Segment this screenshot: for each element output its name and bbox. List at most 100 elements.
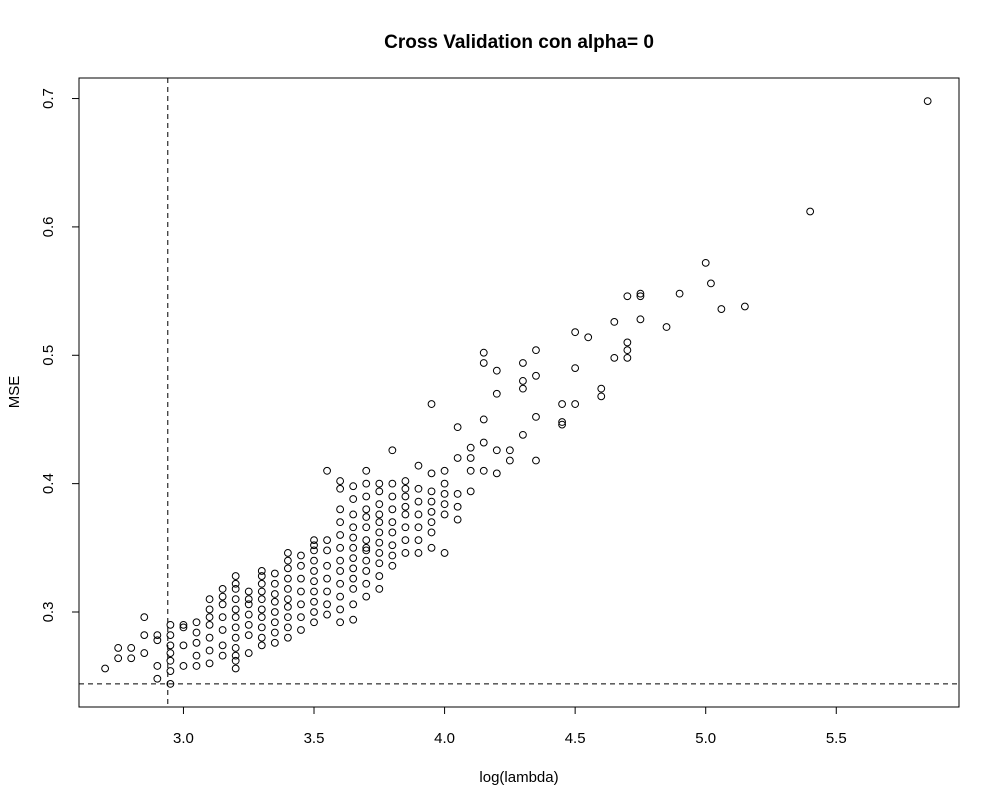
y-tick-label: 0.3: [40, 602, 57, 623]
data-point: [166, 641, 175, 650]
data-point: [479, 438, 488, 447]
data-point: [297, 626, 305, 634]
data-point: [231, 585, 240, 593]
data-point: [166, 620, 175, 629]
data-point: [584, 333, 593, 342]
data-point: [388, 505, 397, 514]
data-point: [427, 400, 436, 408]
data-point: [466, 487, 475, 496]
y-tick-label: 0.7: [40, 88, 57, 109]
data-point: [466, 466, 475, 475]
data-point: [231, 651, 240, 660]
data-point: [166, 679, 175, 688]
data-point: [166, 631, 175, 640]
data-point: [623, 346, 632, 355]
data-point: [153, 662, 162, 670]
data-point: [244, 600, 253, 609]
data-point: [636, 292, 645, 301]
data-point: [205, 633, 214, 642]
x-tick-label: 3.5: [304, 730, 325, 747]
data-point: [336, 484, 345, 493]
data-point: [440, 479, 449, 488]
data-point: [140, 631, 149, 640]
data-point: [427, 469, 436, 478]
data-point: [231, 613, 240, 622]
data-point: [153, 674, 162, 683]
data-point: [297, 551, 305, 560]
data-point: [323, 610, 331, 619]
data-point: [257, 641, 266, 650]
data-point: [707, 279, 715, 288]
data-point: [270, 608, 279, 616]
data-point: [310, 587, 318, 596]
data-point: [558, 420, 566, 429]
data-point: [453, 515, 462, 524]
data-point: [284, 633, 292, 642]
data-point: [427, 497, 436, 506]
data-point: [205, 595, 214, 604]
data-point: [244, 649, 253, 657]
data-point: [270, 579, 279, 588]
data-point: [349, 495, 358, 503]
data-point: [479, 466, 488, 475]
data-point: [336, 567, 345, 575]
data-point: [179, 620, 188, 629]
data-point: [414, 461, 423, 470]
data-point: [323, 546, 331, 555]
data-point: [388, 446, 397, 455]
data-point: [401, 510, 410, 519]
data-point: [323, 600, 331, 609]
data-point: [284, 574, 292, 583]
data-point: [349, 523, 358, 532]
data-point: [414, 484, 423, 493]
data-point: [414, 497, 423, 506]
data-point: [453, 502, 462, 511]
data-point: [349, 543, 358, 552]
data-point: [362, 523, 371, 532]
data-point: [231, 664, 240, 673]
data-point: [336, 505, 345, 514]
data-point: [388, 492, 397, 501]
data-point: [349, 615, 358, 624]
data-point: [349, 600, 358, 609]
data-point: [362, 466, 371, 475]
data-point: [257, 605, 266, 614]
data-point: [284, 623, 292, 632]
data-point: [388, 561, 397, 570]
data-point: [192, 628, 201, 637]
data-point: [270, 618, 279, 627]
data-point: [375, 585, 384, 593]
data-point: [336, 579, 345, 588]
data-point: [623, 353, 632, 362]
data-point: [427, 528, 436, 537]
data-point: [427, 507, 436, 516]
data-point: [218, 651, 227, 660]
data-point: [375, 487, 384, 496]
data-point: [717, 305, 726, 313]
data-point: [310, 608, 318, 616]
data-point: [610, 317, 619, 326]
data-point: [440, 510, 449, 519]
data-point: [310, 618, 318, 627]
data-point: [532, 346, 540, 355]
data-point: [375, 528, 384, 537]
data-point: [453, 454, 462, 462]
data-point: [375, 559, 384, 568]
data-point: [675, 289, 684, 298]
data-point: [532, 371, 540, 380]
data-point: [362, 543, 371, 552]
data-point: [244, 620, 253, 629]
data-point: [414, 549, 423, 557]
data-point: [127, 654, 136, 663]
data-point: [532, 412, 540, 421]
data-point: [101, 664, 110, 673]
data-point: [427, 543, 436, 552]
data-point: [519, 359, 527, 367]
data-point: [140, 649, 149, 657]
data-point: [662, 323, 671, 331]
data-point: [453, 490, 462, 498]
data-point: [231, 595, 240, 604]
data-point: [492, 469, 501, 478]
data-point: [257, 623, 266, 632]
data-point: [623, 292, 632, 301]
